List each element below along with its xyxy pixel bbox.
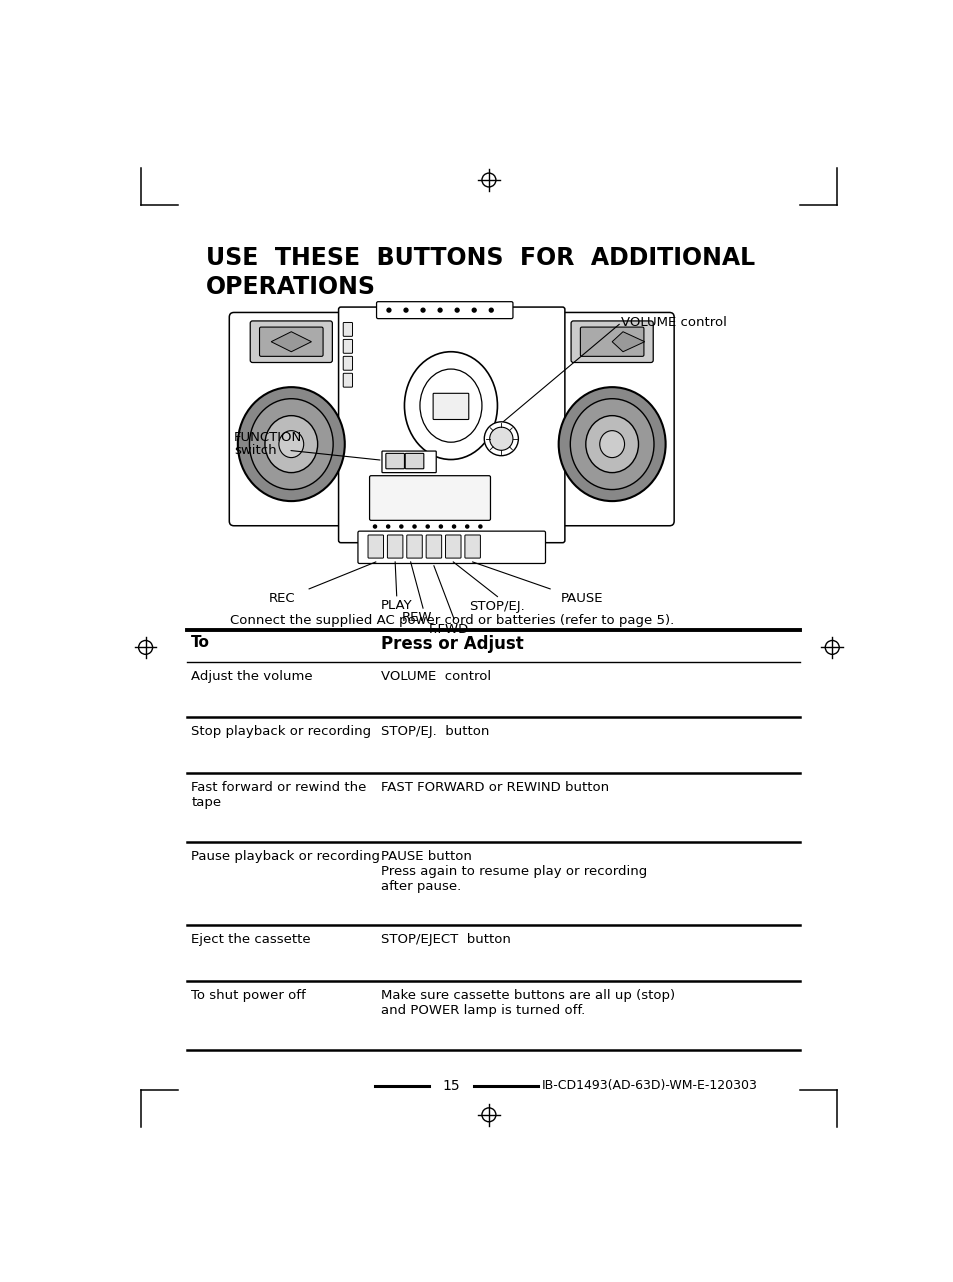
Text: switch: switch [233, 444, 276, 458]
FancyBboxPatch shape [343, 373, 353, 387]
Text: 15: 15 [442, 1078, 460, 1092]
Circle shape [439, 526, 442, 528]
FancyBboxPatch shape [343, 356, 353, 370]
Circle shape [452, 526, 456, 528]
Text: STOP/EJ.: STOP/EJ. [469, 600, 525, 613]
Text: Fast forward or rewind the
tape: Fast forward or rewind the tape [192, 781, 366, 809]
Text: Make sure cassette buttons are all up (stop)
and POWER lamp is turned off.: Make sure cassette buttons are all up (s… [381, 988, 675, 1017]
Text: FUNCTION: FUNCTION [233, 431, 302, 444]
Circle shape [437, 308, 441, 312]
Circle shape [404, 308, 408, 312]
FancyBboxPatch shape [369, 476, 490, 520]
FancyBboxPatch shape [376, 301, 513, 319]
Text: USE  THESE  BUTTONS  FOR  ADDITIONAL: USE THESE BUTTONS FOR ADDITIONAL [206, 246, 755, 271]
Circle shape [465, 526, 468, 528]
Circle shape [373, 526, 376, 528]
Circle shape [399, 526, 402, 528]
FancyBboxPatch shape [338, 308, 564, 542]
Circle shape [484, 422, 517, 455]
FancyBboxPatch shape [550, 313, 674, 526]
Text: REW: REW [401, 612, 432, 624]
Text: To shut power off: To shut power off [192, 988, 306, 1001]
FancyBboxPatch shape [406, 535, 422, 558]
FancyBboxPatch shape [259, 327, 323, 356]
Text: STOP/EJECT  button: STOP/EJECT button [381, 933, 511, 946]
Text: Eject the cassette: Eject the cassette [192, 933, 311, 946]
Ellipse shape [570, 399, 654, 490]
FancyBboxPatch shape [405, 454, 423, 469]
FancyBboxPatch shape [343, 323, 353, 336]
Text: IB-CD1493(AD-63D)-WM-E-120303: IB-CD1493(AD-63D)-WM-E-120303 [541, 1079, 757, 1092]
Circle shape [420, 308, 424, 312]
FancyBboxPatch shape [426, 535, 441, 558]
FancyBboxPatch shape [385, 454, 404, 469]
Ellipse shape [558, 387, 665, 501]
Text: OPERATIONS: OPERATIONS [206, 274, 375, 299]
Circle shape [387, 308, 391, 312]
Text: VOLUME  control: VOLUME control [381, 669, 491, 683]
FancyBboxPatch shape [433, 394, 468, 419]
Text: PLAY: PLAY [380, 599, 412, 612]
FancyBboxPatch shape [387, 535, 402, 558]
FancyBboxPatch shape [368, 535, 383, 558]
Circle shape [489, 427, 513, 450]
Ellipse shape [404, 351, 497, 459]
Text: FAST FORWARD or REWIND button: FAST FORWARD or REWIND button [381, 781, 609, 794]
Ellipse shape [265, 415, 317, 473]
FancyBboxPatch shape [250, 320, 332, 363]
Ellipse shape [419, 369, 481, 442]
Ellipse shape [237, 387, 344, 501]
Text: REC: REC [269, 592, 295, 605]
Polygon shape [271, 332, 311, 351]
Text: Pause playback or recording: Pause playback or recording [192, 850, 380, 863]
Circle shape [489, 308, 493, 312]
Text: Press or Adjust: Press or Adjust [381, 635, 523, 653]
Circle shape [455, 308, 458, 312]
FancyBboxPatch shape [571, 320, 653, 363]
FancyBboxPatch shape [229, 313, 353, 526]
Circle shape [386, 526, 390, 528]
Ellipse shape [278, 431, 303, 458]
Text: F.FWD: F.FWD [428, 623, 468, 636]
FancyBboxPatch shape [381, 451, 436, 473]
Text: PAUSE button
Press again to resume play or recording
after pause.: PAUSE button Press again to resume play … [381, 850, 647, 894]
Circle shape [478, 526, 481, 528]
Ellipse shape [249, 399, 333, 490]
FancyBboxPatch shape [464, 535, 480, 558]
Text: PAUSE: PAUSE [560, 592, 603, 605]
Ellipse shape [585, 415, 638, 473]
Text: To: To [192, 635, 210, 650]
FancyBboxPatch shape [357, 531, 545, 564]
Circle shape [426, 526, 429, 528]
Circle shape [472, 308, 476, 312]
Ellipse shape [599, 431, 624, 458]
FancyBboxPatch shape [343, 340, 353, 354]
Text: Adjust the volume: Adjust the volume [192, 669, 313, 683]
Text: Stop playback or recording: Stop playback or recording [192, 726, 371, 738]
Text: STOP/EJ.  button: STOP/EJ. button [381, 726, 489, 738]
Polygon shape [612, 332, 644, 351]
Text: Connect the supplied AC power cord or batteries (refer to page 5).: Connect the supplied AC power cord or ba… [230, 614, 673, 627]
FancyBboxPatch shape [445, 535, 460, 558]
FancyBboxPatch shape [579, 327, 643, 356]
Circle shape [413, 526, 416, 528]
Text: VOLUME control: VOLUME control [620, 315, 726, 328]
